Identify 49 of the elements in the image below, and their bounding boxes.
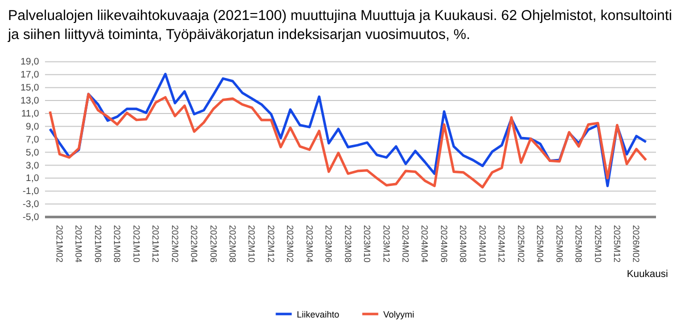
x-tick-label: 2022M08 [227,225,238,263]
x-tick-label: 2023M04 [304,225,314,263]
x-tick-label: 2022M10 [246,225,257,263]
x-tick-label: 2023M08 [342,225,353,263]
y-tick-label: -5,0 [22,212,39,224]
x-tick-label: 2024M08 [458,225,468,263]
x-tick-label: 2021M04 [74,225,84,263]
x-tick-label: 2021M06 [92,225,103,263]
x-tick-label: 2024M02 [400,225,411,263]
y-tick-label: 13,0 [20,96,39,107]
x-tick-label: 2021M08 [112,225,122,263]
y-tick-label: 9,0 [26,121,39,132]
y-tick-label: 17,0 [20,70,39,81]
x-tick-label: 2025M06 [554,225,564,263]
line-series [48,92,648,188]
x-tick-label: 2023M06 [324,225,334,263]
chart-title: Palvelualojen liikevaihtokuvaaja (2021=100) muuttujina Muuttuja ja Kuukausi. 62 Ohjelmistot, konsultointi ja siihen liittyvä toiminta, Työpäiväkorjatun indeksisarjan vuosimuutos, %. [7,8,672,43]
y-tick-label: 1,0 [26,173,39,184]
x-tick-label: 2026M02 [631,225,642,263]
x-tick-label: 2025M04 [535,225,546,263]
x-tick-label: 2024M10 [477,225,488,263]
x-tick-label: 2024M04 [420,225,430,263]
x-tick-label: 2023M10 [362,225,372,263]
x-tick-label: 2022M04 [189,225,200,263]
legend-label: Liikevaihto [296,310,340,320]
y-tick-label: 19,0 [20,56,39,68]
x-tick-label: 2021M12 [150,225,161,263]
x-tick-label: 2021M02 [54,225,64,263]
y-tick-label: -3,0 [22,199,39,210]
y-tick-label: 7,0 [26,134,39,146]
x-tick-label: 2022M02 [170,225,180,263]
x-tick-label: 2024M12 [496,225,507,263]
x-tick-label: 2022M06 [208,225,218,263]
y-tick-label: 3,0 [26,160,39,172]
x-tick-label: 2021M10 [131,225,142,263]
x-tick-label: 2024M06 [438,225,449,263]
y-tick-label: 5,0 [26,147,39,158]
x-tick-label: 2025M10 [592,225,603,263]
x-tick-label: 2023M12 [381,225,392,263]
y-tick-label: 11,0 [21,108,39,120]
x-tick-label: 2022M12 [266,225,276,263]
x-tick-label: 2025M08 [574,225,584,263]
x-tick-label: 2025M12 [612,225,622,263]
legend-label: Volyymi [383,310,414,320]
x-axis-title: Kuukausi [626,269,668,280]
x-tick-label: 2025M02 [516,225,526,263]
x-tick-label: 2023M02 [285,225,296,263]
y-tick-label: -1,0 [22,186,39,198]
y-tick-label: 15,0 [20,82,39,94]
